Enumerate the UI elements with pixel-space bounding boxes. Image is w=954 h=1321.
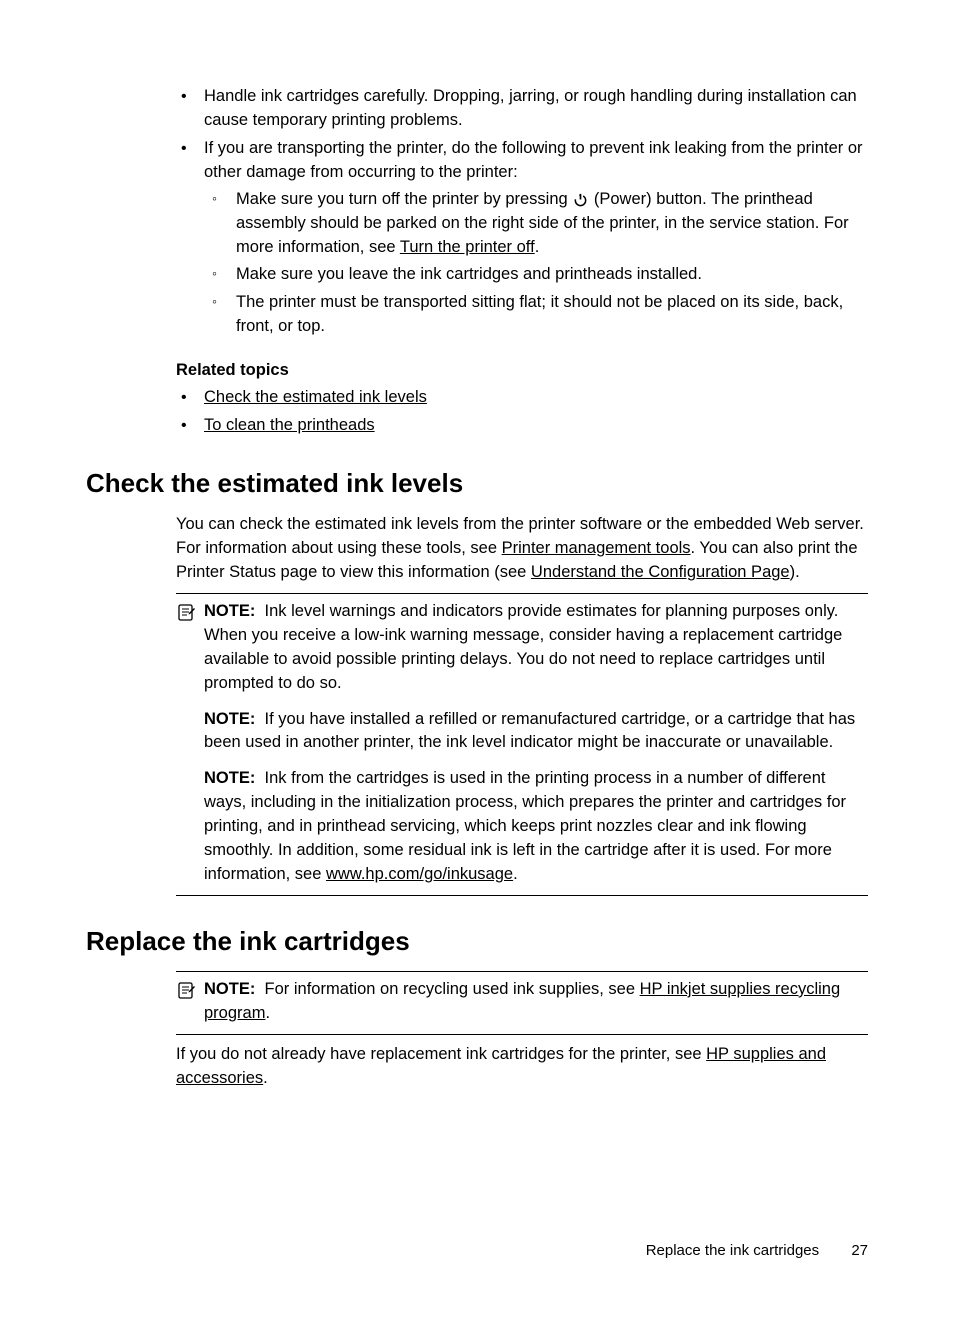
related-topics-heading: Related topics [176,361,868,380]
section1-para-end: ). [790,563,800,581]
section2-note1-text: NOTE: For information on recycling used … [204,978,868,1026]
section2-content: NOTE: For information on recycling used … [176,971,868,1091]
footer-page-number: 27 [851,1242,868,1259]
note2-body: If you have installed a refilled or rema… [204,710,855,752]
section1-note3: NOTE: Ink from the cartridges is used in… [204,767,868,887]
note3-end: . [513,865,518,883]
check-ink-levels-heading: Check the estimated ink levels [86,468,868,499]
section2-para-end: . [263,1069,268,1087]
note-label-3: NOTE: [204,769,255,787]
related-item-2: To clean the printheads [176,414,868,438]
turn-printer-off-link[interactable]: Turn the printer off [400,238,535,256]
note-icon [176,980,196,1000]
clean-printheads-link[interactable]: To clean the printheads [204,416,375,434]
tip-subitem-2: Make sure you leave the ink cartridges a… [204,263,868,287]
section2-paragraph: If you do not already have replacement i… [176,1043,868,1091]
tip-sub1-end: . [535,238,540,256]
section1-paragraph: You can check the estimated ink levels f… [176,513,868,585]
check-ink-levels-link[interactable]: Check the estimated ink levels [204,388,427,406]
tip-sub1-before: Make sure you turn off the printer by pr… [236,190,572,208]
section1-note-box: NOTE: Ink level warnings and indicators … [176,593,868,896]
tip-subitem-1: Make sure you turn off the printer by pr… [204,188,868,260]
section1-note2: NOTE: If you have installed a refilled o… [204,708,868,756]
note3-before: Ink from the cartridges is used in the p… [204,769,846,883]
printer-management-tools-link[interactable]: Printer management tools [502,539,691,557]
tips-list: Handle ink cartridges carefully. Droppin… [176,85,868,339]
tip-item-2: If you are transporting the printer, do … [176,137,868,339]
footer-title: Replace the ink cartridges [646,1242,819,1259]
section2-note1-before: For information on recycling used ink su… [265,980,640,998]
tip-subitem-3: The printer must be transported sitting … [204,291,868,339]
note-label-4: NOTE: [204,980,255,998]
section2-note-box: NOTE: For information on recycling used … [176,971,868,1035]
section2-note1-end: . [265,1004,270,1022]
section1-note1-text: NOTE: Ink level warnings and indicators … [204,600,868,696]
page-footer: Replace the ink cartridges 27 [646,1242,868,1259]
tip-item-2-text: If you are transporting the printer, do … [204,139,863,181]
section1-content: You can check the estimated ink levels f… [176,513,868,896]
replace-cartridges-heading: Replace the ink cartridges [86,926,868,957]
power-icon [573,192,588,207]
inkusage-link[interactable]: www.hp.com/go/inkusage [326,865,513,883]
note1-body: Ink level warnings and indicators provid… [204,602,842,692]
related-topics-list: Check the estimated ink levels To clean … [176,386,868,438]
related-item-1: Check the estimated ink levels [176,386,868,410]
tips-sublist: Make sure you turn off the printer by pr… [204,188,868,340]
note-label-2: NOTE: [204,710,255,728]
note-label-1: NOTE: [204,602,255,620]
section2-note1-row: NOTE: For information on recycling used … [176,978,868,1026]
section2-para-before: If you do not already have replacement i… [176,1045,706,1063]
section1-note1-row: NOTE: Ink level warnings and indicators … [176,600,868,696]
tip-item-1: Handle ink cartridges carefully. Droppin… [176,85,868,133]
note-icon [176,602,196,622]
understand-config-page-link[interactable]: Understand the Configuration Page [531,563,790,581]
top-content-block: Handle ink cartridges carefully. Droppin… [176,85,868,438]
